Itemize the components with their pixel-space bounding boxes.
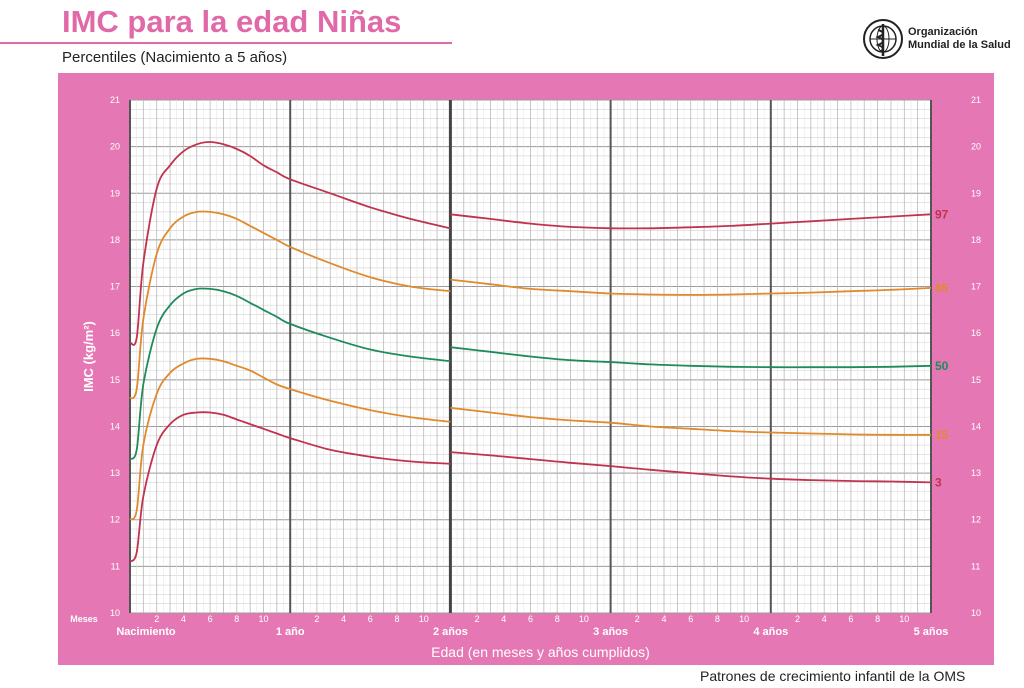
percentile-97-line: [450, 213, 932, 230]
year-label: 1 año: [276, 626, 305, 638]
month-tick-label: 6: [528, 614, 533, 624]
y-tick-label-left: 19: [110, 188, 120, 198]
x-axis-label: Edad (en meses y años cumplidos): [431, 644, 650, 660]
month-tick-label: 6: [848, 614, 853, 624]
y-tick-label-right: 18: [971, 235, 981, 245]
month-tick-label: 10: [258, 614, 268, 624]
percentile-15-line: [450, 406, 932, 436]
y-tick-label-left: 14: [110, 421, 120, 431]
month-tick-label: 10: [579, 614, 589, 624]
y-tick-label-left: 20: [110, 142, 120, 152]
y-tick-label-left: 21: [110, 95, 120, 105]
year-label: 4 años: [753, 626, 788, 638]
footer-credit: Patrones de crecimiento infantil de la O…: [700, 668, 966, 684]
month-tick-label: 6: [208, 614, 213, 624]
y-tick-label-left: 17: [110, 282, 120, 292]
chart-labels: 10 10 11 11 12 12 13 13 14 14 15 15 16 16 17 17 18 18 19 19…: [70, 95, 981, 660]
month-tick-label: 2: [635, 614, 640, 624]
month-tick-label: 8: [715, 614, 720, 624]
who-logo: Organización Mundial de la Salud: [862, 18, 1011, 60]
y-tick-label-left: 13: [110, 468, 120, 478]
percentile-85-line: [450, 278, 932, 296]
percentile-15-label: 15: [935, 428, 949, 442]
y-tick-label-left: 16: [110, 328, 120, 338]
year-label: Nacimiento: [116, 626, 176, 638]
month-tick-label: 4: [501, 614, 506, 624]
y-tick-label-right: 15: [971, 375, 981, 385]
month-tick-label: 10: [739, 614, 749, 624]
month-tick-label: 4: [822, 614, 827, 624]
y-tick-label-right: 14: [971, 421, 981, 431]
percentile-85-line: [129, 210, 451, 400]
month-tick-label: 4: [341, 614, 346, 624]
month-tick-label: 8: [394, 614, 399, 624]
y-tick-label-right: 19: [971, 188, 981, 198]
months-label: Meses: [70, 614, 98, 624]
percentile-50-label: 50: [935, 359, 949, 373]
y-tick-label-right: 13: [971, 468, 981, 478]
month-tick-label: 8: [234, 614, 239, 624]
y-tick-label-left: 10: [110, 608, 120, 618]
y-tick-label-right: 11: [971, 561, 980, 571]
y-tick-label-right: 20: [971, 142, 981, 152]
y-tick-label-right: 16: [971, 328, 981, 338]
y-axis-label: IMC (kg/m²): [81, 321, 96, 392]
month-tick-label: 2: [795, 614, 800, 624]
percentile-3-line: [450, 451, 932, 484]
y-tick-label-right: 17: [971, 282, 981, 292]
chart-grid: [129, 99, 932, 614]
title-divider: [0, 42, 452, 44]
percentile-97-label: 97: [935, 207, 949, 221]
y-tick-label-right: 10: [971, 608, 981, 618]
month-tick-label: 6: [688, 614, 693, 624]
month-tick-label: 2: [475, 614, 480, 624]
org-name-line2: Mundial de la Salud: [908, 39, 1011, 51]
who-emblem-icon: [863, 19, 903, 59]
year-label: 2 años: [433, 626, 468, 638]
month-tick-label: 4: [181, 614, 186, 624]
year-label: 5 años: [914, 626, 949, 638]
month-tick-label: 8: [555, 614, 560, 624]
year-label: 3 años: [593, 626, 628, 638]
y-tick-label-right: 21: [971, 95, 981, 105]
percentile-3-label: 3: [935, 475, 942, 489]
percentile-15-line: [129, 357, 451, 521]
y-tick-label-left: 18: [110, 235, 120, 245]
y-tick-label-right: 12: [971, 515, 981, 525]
percentile-3-line: [129, 411, 451, 563]
chart-lines: [129, 141, 932, 563]
month-tick-label: 6: [368, 614, 373, 624]
month-tick-label: 10: [899, 614, 909, 624]
percentile-97-line: [129, 141, 451, 346]
y-tick-label-left: 11: [111, 561, 120, 571]
month-tick-label: 8: [875, 614, 880, 624]
month-tick-label: 2: [154, 614, 159, 624]
page-title: IMC para la edad Niñas: [62, 4, 402, 39]
month-tick-label: 2: [314, 614, 319, 624]
month-tick-label: 10: [419, 614, 429, 624]
percentile-50-line: [129, 287, 451, 460]
y-tick-label-left: 15: [110, 375, 120, 385]
percentile-85-label: 85: [935, 281, 949, 295]
percentile-50-line: [450, 346, 932, 369]
page-subtitle: Percentiles (Nacimiento a 5 años): [62, 49, 288, 66]
month-tick-label: 4: [661, 614, 666, 624]
org-name-line1: Organización: [908, 26, 978, 38]
y-tick-label-left: 12: [110, 515, 120, 525]
